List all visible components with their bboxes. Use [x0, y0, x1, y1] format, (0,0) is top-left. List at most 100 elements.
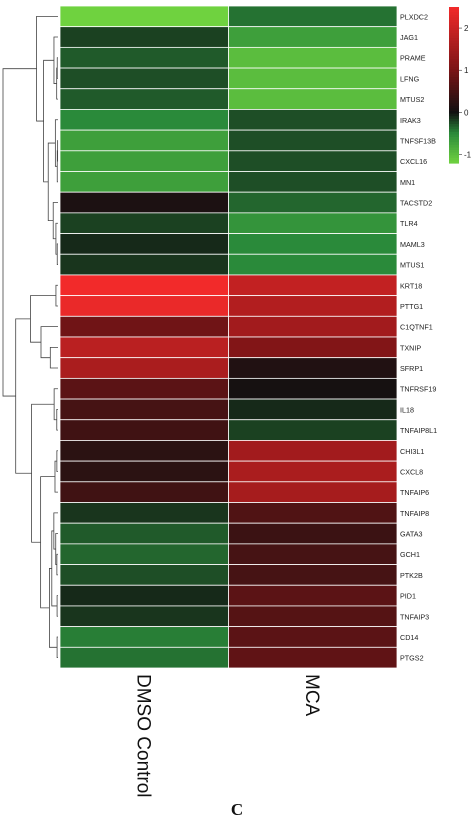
color-legend: 2 1 0 -1: [449, 7, 472, 164]
dendrogram-branch: [31, 403, 55, 543]
dendrogram-branch: [53, 388, 58, 421]
dendrogram-branch: [2, 68, 37, 397]
row-label: PTTG1: [400, 302, 423, 311]
dendrogram-branch: [36, 15, 58, 122]
row-label: MTUS1: [400, 261, 424, 270]
row-label: GATA3: [400, 530, 423, 539]
legend-gradient-segment: [449, 66, 459, 70]
legend-gradient-segment: [449, 144, 459, 148]
legend-gradient-segment: [449, 150, 459, 154]
dendrogram-branch: [56, 636, 58, 659]
legend-gradient-segment: [449, 134, 459, 138]
row-label: TXNIP: [400, 343, 421, 352]
dendrogram-branch: [49, 568, 58, 648]
heatmap-cell: [59, 233, 229, 255]
dendrogram-branch: [56, 409, 58, 431]
legend-gradient-segment: [449, 142, 459, 146]
legend-gradient-segment: [449, 105, 459, 109]
legend-gradient-segment: [449, 87, 459, 91]
legend-gradient-segment: [449, 7, 459, 11]
legend-gradient-segment: [449, 85, 459, 89]
legend-gradient-segment: [449, 157, 459, 161]
heatmap-cell: [228, 377, 398, 400]
legend-gradient-segment: [449, 129, 459, 133]
row-label: CXCL16: [400, 157, 427, 166]
legend-gradient-segment: [449, 139, 459, 143]
legend-gradient-segment: [449, 14, 459, 18]
heatmap-cell: [228, 564, 398, 586]
legend-gradient-segment: [449, 111, 459, 115]
dendrogram-branch: [51, 530, 58, 607]
dendrogram-branch: [56, 553, 58, 576]
legend-gradient-segment: [449, 116, 459, 120]
heatmap-cell: [59, 522, 229, 545]
legend-gradient-segment: [449, 46, 459, 50]
row-label: TNFAIP8L1: [400, 426, 437, 435]
legend-gradient-segment: [449, 147, 459, 151]
heatmap-cell: [59, 440, 229, 462]
legend-gradient-segment: [449, 74, 459, 78]
heatmap-cell: [59, 626, 229, 648]
legend-gradient-segment: [449, 72, 459, 76]
dendrogram-branch: [56, 450, 58, 472]
dendrogram-branch: [56, 243, 58, 265]
row-label: PID1: [400, 592, 416, 601]
legend-gradient-segment: [449, 77, 459, 81]
dendrogram-branch: [53, 512, 58, 550]
legend-gradient-segment: [449, 69, 459, 73]
heatmap-cell: [59, 171, 229, 193]
heatmap-cell: [228, 522, 398, 545]
legend-tick-label: 2: [464, 24, 469, 33]
legend-gradient-segment: [449, 155, 459, 159]
heatmap-cell: [59, 67, 229, 90]
heatmap-cell: [228, 605, 398, 628]
row-label: TNFAIP3: [400, 612, 429, 621]
legend-gradient-segment: [449, 90, 459, 94]
heatmap-cell: [228, 253, 398, 276]
legend-gradient-segment: [449, 30, 459, 34]
legend-tick-label: -1: [464, 151, 472, 160]
heatmap-cells: [59, 5, 398, 669]
heatmap-cell: [59, 357, 229, 379]
legend-gradient-segment: [449, 82, 459, 86]
heatmap-cell: [59, 109, 229, 131]
heatmap-cell: [228, 233, 398, 255]
legend-gradient-segment: [449, 118, 459, 122]
row-label: TNFAIP8: [400, 509, 429, 518]
heatmap-cell: [228, 26, 398, 48]
legend-gradient-segment: [449, 100, 459, 104]
row-label: PTGS2: [400, 654, 424, 663]
legend-gradient-segment: [449, 152, 459, 156]
heatmap-cell: [228, 357, 398, 379]
heatmap-cell: [59, 150, 229, 172]
legend-gradient-segment: [449, 27, 459, 31]
heatmap-cell: [59, 481, 229, 503]
heatmap-cell: [228, 67, 398, 90]
heatmap-cell: [228, 315, 398, 338]
heatmap-cell: [228, 88, 398, 110]
heatmap-cell: [59, 543, 229, 565]
dendrogram-branch: [54, 460, 58, 493]
legend-gradient-segment: [449, 53, 459, 57]
legend-gradient-segment: [449, 108, 459, 112]
legend-gradient-segment: [449, 131, 459, 135]
row-label: TNFSF13B: [400, 136, 436, 145]
dendrogram-branch: [56, 57, 58, 79]
heatmap-cell: [59, 564, 229, 586]
legend-gradient-segment: [449, 43, 459, 47]
heatmap-cell: [59, 191, 229, 214]
heatmap-cell: [59, 419, 229, 441]
heatmap-cell: [228, 191, 398, 214]
legend-gradient-segment: [449, 98, 459, 102]
heatmap-cell: [59, 460, 229, 483]
legend-gradient-segment: [449, 64, 459, 68]
dendrogram-branch: [40, 476, 55, 609]
heatmap-cell: [59, 336, 229, 359]
heatmap-cell: [228, 584, 398, 607]
row-label: LFNG: [400, 74, 420, 83]
legend-gradient-segment: [449, 160, 459, 164]
heatmap-cell: [228, 440, 398, 462]
legend-gradient-segment: [449, 22, 459, 26]
heatmap-cell: [228, 419, 398, 441]
row-dendrogram: [2, 15, 59, 659]
